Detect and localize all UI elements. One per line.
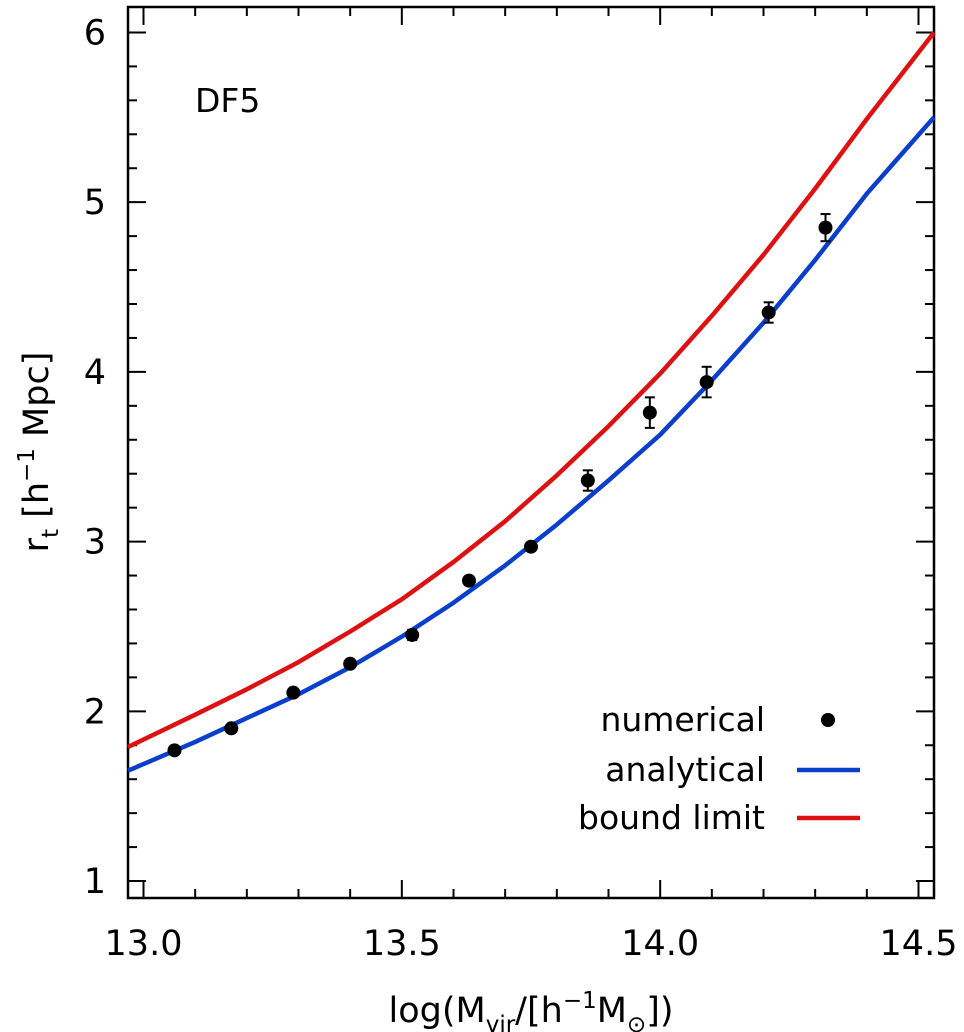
x-axis-label: log(Mvir/[h−1M⊙]) — [388, 988, 673, 1032]
axes: 13.0 13.5 14.0 14.5 1 2 3 4 5 6 — [84, 5, 958, 964]
data-point — [462, 573, 476, 588]
y-tick-label: 2 — [84, 692, 106, 732]
x-tick-label: 14.0 — [621, 924, 699, 964]
legend-label: analytical — [605, 750, 765, 789]
y-tick-label: 1 — [84, 862, 106, 902]
data-point — [642, 405, 657, 420]
series-lines — [127, 31, 936, 773]
data-point — [580, 473, 595, 488]
data-point — [224, 721, 239, 736]
series-line-bound-limit — [127, 31, 936, 750]
data-point — [167, 743, 182, 758]
y-tick-label: 6 — [84, 13, 106, 53]
plot-frame — [126, 5, 936, 900]
x-tick-label: 14.5 — [880, 924, 958, 964]
data-point — [818, 220, 833, 235]
y-tick-label: 4 — [84, 353, 106, 393]
y-tick-label: 5 — [84, 183, 106, 223]
annotation-text: DF5 — [195, 81, 260, 120]
y-tick-label: 3 — [84, 523, 106, 563]
legend-label: numerical — [600, 700, 765, 739]
x-tick-label: 13.0 — [105, 924, 183, 964]
series-line-analytical — [127, 115, 936, 773]
data-point — [761, 305, 776, 320]
axis-labels: log(Mvir/[h−1M⊙]) rt [h−1 Mpc] — [14, 352, 674, 1032]
legend-marker — [821, 713, 835, 727]
data-point — [286, 685, 301, 700]
data-point — [343, 656, 358, 671]
series-points — [167, 213, 833, 758]
data-point — [699, 375, 714, 390]
legend-label: bound limit — [578, 798, 765, 837]
data-point — [405, 627, 420, 642]
data-point — [524, 539, 538, 554]
x-tick-label: 13.5 — [363, 924, 441, 964]
y-axis-label: rt [h−1 Mpc] — [14, 352, 64, 553]
legend: numerical analytical bound limit — [578, 700, 860, 837]
